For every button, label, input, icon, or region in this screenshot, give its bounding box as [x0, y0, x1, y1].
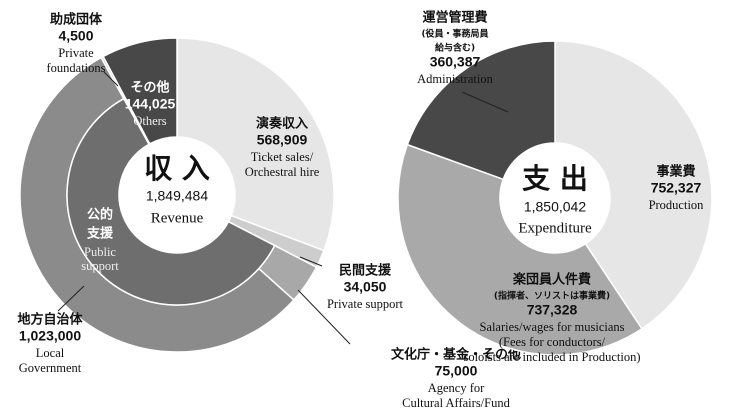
value-label: 737,328 [527, 302, 578, 318]
segment-label: その他 [130, 80, 169, 96]
value-label: 34,050 [344, 279, 387, 295]
leader-line [299, 256, 323, 267]
segment-label: 運営管理費 [422, 10, 487, 26]
segment-label-en: foundations [46, 61, 105, 75]
segment-label-en: Private support [327, 297, 404, 311]
segment-label-en: soloists are included in Production) [463, 350, 640, 364]
value-label: 1,023,000 [19, 328, 81, 344]
leader-line [57, 285, 85, 312]
segment-label-en: Orchestral hire [245, 165, 320, 179]
inner-label: 公的 [87, 207, 113, 223]
segment-label-en: Salaries/wages for musicians [479, 320, 624, 334]
value-label: 360,387 [430, 54, 481, 70]
segment-label: 助成団体 [50, 12, 103, 28]
center-hole [501, 144, 609, 252]
segment-label-en: Agency for [428, 381, 485, 395]
leader-line [297, 289, 351, 345]
inner-label-en: support [81, 259, 119, 273]
center-total: 1,850,042 [524, 199, 586, 215]
value-label: 752,327 [651, 180, 702, 196]
segment-label-en: Local [36, 346, 65, 360]
segment [102, 37, 178, 145]
segment-label-en: Ticket sales/ [251, 150, 314, 164]
segment-label-en: Others [133, 114, 166, 128]
value-label: 144,025 [125, 96, 176, 112]
segment-label: 文化庁・基金・その他 [391, 347, 521, 363]
leader-line [103, 71, 119, 87]
segment [406, 40, 556, 181]
segment-label: 演奏収入 [256, 116, 308, 132]
segment-label-en: Cultural Affairs/Fund [402, 396, 511, 410]
inner-label: 支援 [86, 226, 114, 242]
segment-label: 楽団員人件費 [512, 272, 591, 288]
segment-label-en: (Fees for conductors/ [499, 335, 606, 349]
center-title: 支 出 [522, 162, 588, 195]
value-label: 4,500 [58, 28, 93, 44]
segment [397, 143, 643, 356]
segment [176, 37, 335, 252]
segment-label-en: Production [649, 198, 705, 212]
segment-note: 給与含む) [435, 42, 475, 54]
segment-label: 事業費 [656, 164, 695, 180]
segment-note: (指揮者、ソリストは事業費) [494, 290, 610, 302]
center-title: 収 入 [144, 152, 210, 185]
center-total: 1,849,484 [146, 188, 208, 204]
leader-line [461, 91, 509, 113]
inner-label-en: Public [84, 245, 116, 259]
inner-ring [66, 97, 276, 306]
segment-note: (役員・事務局員 [421, 28, 488, 40]
segment-label-en: Government [19, 361, 82, 375]
segment-label: 地方自治体 [17, 312, 83, 328]
center-title-en: Revenue [151, 210, 204, 226]
value-label: 75,000 [435, 363, 478, 379]
segment-label-en: Private [58, 46, 94, 60]
center-hole [120, 138, 234, 252]
segment-label-en: Administration [417, 72, 493, 86]
value-label: 568,909 [257, 132, 308, 148]
center-title-en: Expenditure [518, 220, 592, 236]
segment-label: 民間支援 [339, 263, 392, 279]
